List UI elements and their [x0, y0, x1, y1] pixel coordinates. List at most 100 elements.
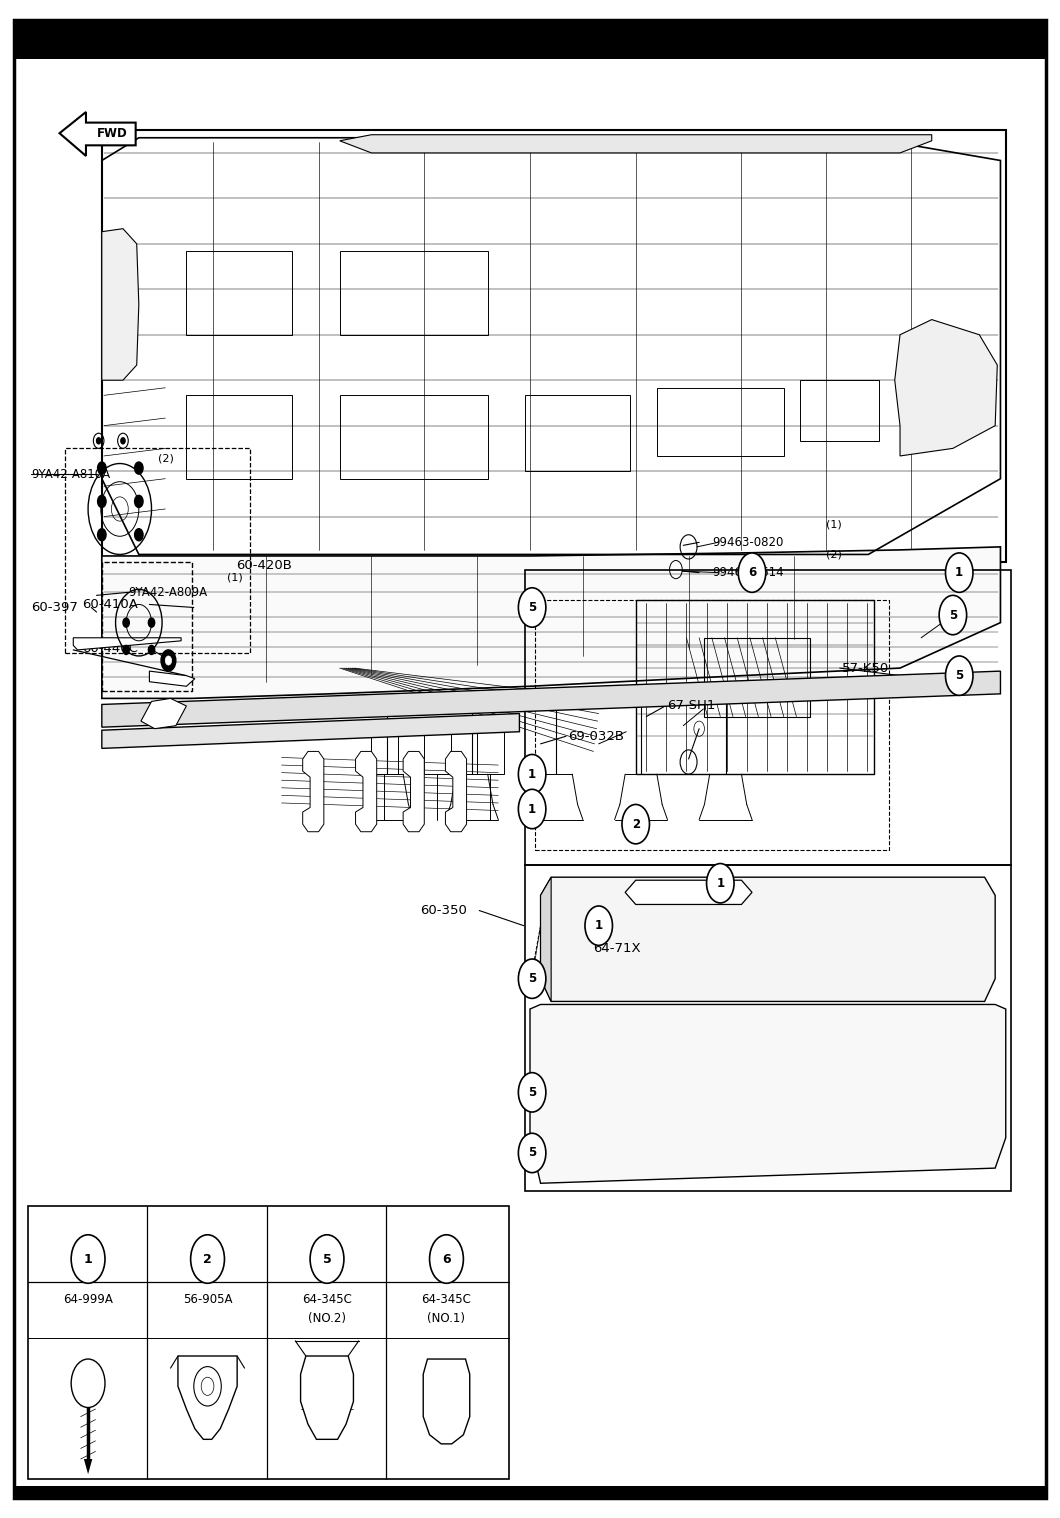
Circle shape [96, 437, 101, 443]
Text: (1): (1) [227, 572, 243, 583]
Circle shape [518, 587, 546, 627]
Polygon shape [102, 671, 1001, 727]
Text: 9YA42-A810A: 9YA42-A810A [31, 468, 110, 481]
Polygon shape [423, 1359, 470, 1444]
Circle shape [518, 1073, 546, 1113]
Text: FWD: FWD [96, 128, 127, 141]
Circle shape [71, 1359, 105, 1407]
Bar [28, 1205, 509, 1479]
Bar [65, 448, 250, 653]
Polygon shape [355, 751, 376, 832]
Text: 64-999A: 64-999A [64, 1293, 113, 1307]
Polygon shape [84, 1459, 92, 1474]
Text: (1): (1) [826, 519, 842, 530]
Polygon shape [339, 135, 932, 153]
Bar [424, 721, 450, 774]
Text: 64-345C: 64-345C [302, 1293, 352, 1307]
Text: 5: 5 [528, 601, 536, 613]
Bar [339, 395, 488, 478]
Bar [14, 1486, 1046, 1498]
Circle shape [123, 618, 129, 627]
Text: (NO.1): (NO.1) [427, 1312, 465, 1325]
Text: 2: 2 [204, 1252, 212, 1266]
Text: 5: 5 [528, 1146, 536, 1160]
Bar [705, 638, 810, 716]
Text: 5: 5 [528, 972, 536, 985]
Polygon shape [59, 112, 136, 156]
Circle shape [518, 959, 546, 999]
Bar [339, 252, 488, 335]
Circle shape [429, 1234, 463, 1283]
Bar [525, 865, 1011, 1190]
Bar [371, 721, 398, 774]
Polygon shape [301, 1356, 353, 1439]
Circle shape [123, 645, 129, 654]
Text: 60-440C: 60-440C [82, 642, 138, 654]
Circle shape [135, 528, 143, 540]
Circle shape [946, 656, 973, 695]
Circle shape [518, 1134, 546, 1173]
Bar [477, 721, 503, 774]
Text: 6: 6 [748, 566, 756, 580]
Circle shape [148, 618, 155, 627]
Polygon shape [178, 1356, 237, 1439]
Circle shape [71, 1234, 105, 1283]
Bar [535, 600, 889, 850]
Text: 60-397: 60-397 [31, 601, 77, 613]
Circle shape [707, 864, 734, 903]
Circle shape [148, 645, 155, 654]
Bar [525, 395, 631, 471]
Circle shape [946, 553, 973, 592]
Polygon shape [141, 698, 187, 729]
Circle shape [135, 461, 143, 474]
Bar [525, 569, 1011, 865]
Circle shape [518, 789, 546, 829]
Circle shape [939, 595, 967, 635]
Text: (2): (2) [158, 454, 174, 465]
Bar [14, 20, 1046, 59]
Bar [799, 380, 879, 440]
Polygon shape [303, 751, 324, 832]
Text: 56-905A: 56-905A [182, 1293, 232, 1307]
Text: 1: 1 [84, 1252, 92, 1266]
Text: 6: 6 [442, 1252, 450, 1266]
Polygon shape [102, 229, 139, 380]
Circle shape [518, 754, 546, 794]
Circle shape [738, 553, 765, 592]
Circle shape [135, 495, 143, 507]
Text: 64-345C: 64-345C [422, 1293, 472, 1307]
Circle shape [161, 650, 176, 671]
Text: (NO.2): (NO.2) [308, 1312, 346, 1325]
Bar [102, 131, 1006, 562]
Polygon shape [625, 880, 752, 905]
Text: 67-SH1: 67-SH1 [668, 700, 716, 712]
Polygon shape [73, 638, 181, 650]
Circle shape [585, 906, 613, 946]
Polygon shape [102, 546, 1001, 698]
Polygon shape [102, 713, 519, 748]
Text: 57-K50: 57-K50 [842, 662, 889, 674]
Circle shape [98, 528, 106, 540]
Text: 5: 5 [949, 609, 957, 621]
Bar [102, 562, 192, 691]
Text: 1: 1 [595, 920, 603, 932]
Circle shape [165, 656, 172, 665]
Circle shape [98, 495, 106, 507]
Polygon shape [445, 751, 466, 832]
Text: 9YA42-A809A: 9YA42-A809A [128, 586, 208, 598]
Text: 5: 5 [322, 1252, 332, 1266]
Text: 60-410A: 60-410A [82, 598, 138, 610]
Polygon shape [403, 751, 424, 832]
Text: 5: 5 [528, 1085, 536, 1099]
Text: 1: 1 [955, 566, 964, 580]
Text: 60-350: 60-350 [420, 905, 466, 917]
Text: 60-420B: 60-420B [236, 559, 292, 572]
Circle shape [121, 437, 125, 443]
Bar [187, 252, 293, 335]
Polygon shape [541, 877, 995, 1002]
Bar [434, 1383, 459, 1419]
Bar [187, 395, 293, 478]
Circle shape [191, 1234, 225, 1283]
Circle shape [622, 805, 650, 844]
Circle shape [98, 461, 106, 474]
